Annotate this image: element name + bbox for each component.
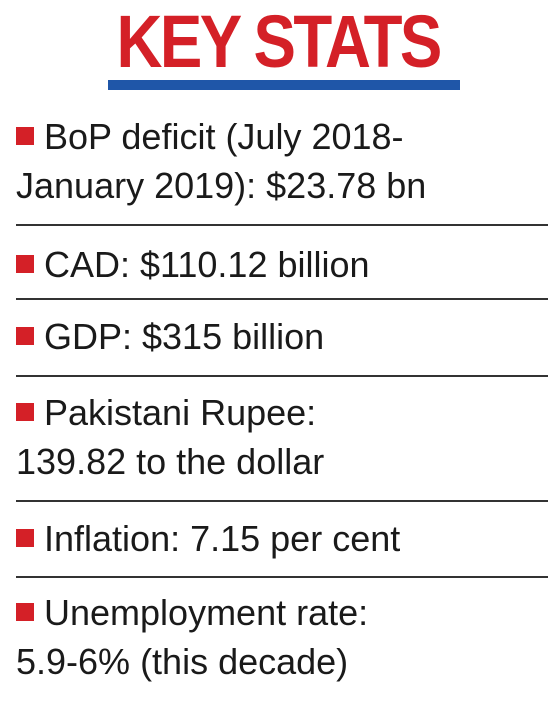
title-underline: [108, 80, 460, 90]
divider: [16, 500, 548, 502]
square-bullet-icon: [16, 403, 34, 421]
stat-text: GDP: $315 billion: [44, 316, 325, 357]
divider: [16, 375, 548, 377]
stat-item-rupee: Pakistani Rupee: 139.82 to the dollar: [16, 388, 548, 486]
divider: [16, 298, 548, 300]
stat-item-gdp: GDP: $315 billion: [16, 312, 548, 361]
stat-item-unemployment: Unemployment rate: 5.9-6% (this decade): [16, 588, 548, 686]
stat-line: 5.9-6% (this decade): [16, 641, 349, 682]
square-bullet-icon: [16, 327, 34, 345]
stat-item-inflation: Inflation: 7.15 per cent: [16, 514, 548, 563]
stat-text: Inflation: 7.15 per cent: [44, 518, 401, 559]
stat-line: January 2019): $23.78 bn: [16, 165, 427, 206]
square-bullet-icon: [16, 255, 34, 273]
stat-item-bop-deficit: BoP deficit (July 2018- January 2019): $…: [16, 112, 548, 210]
divider: [16, 576, 548, 578]
stat-line: Pakistani Rupee:: [16, 388, 548, 437]
stat-item-cad: CAD: $110.12 billion: [16, 240, 548, 289]
stat-line: Inflation: 7.15 per cent: [16, 514, 548, 563]
stat-line: BoP deficit (July 2018-: [16, 112, 548, 161]
divider: [16, 224, 548, 226]
stat-text: CAD: $110.12 billion: [44, 244, 370, 285]
square-bullet-icon: [16, 127, 34, 145]
stat-line: Unemployment rate:: [16, 588, 548, 637]
square-bullet-icon: [16, 529, 34, 547]
square-bullet-icon: [16, 603, 34, 621]
stat-line: GDP: $315 billion: [16, 312, 548, 361]
page-title: KEY STATS: [116, 0, 442, 83]
stat-line: 139.82 to the dollar: [16, 441, 325, 482]
stat-text: BoP deficit (July 2018-: [44, 116, 404, 157]
stat-text: Unemployment rate:: [44, 592, 369, 633]
stat-text: Pakistani Rupee:: [44, 392, 317, 433]
stat-line: CAD: $110.12 billion: [16, 240, 548, 289]
